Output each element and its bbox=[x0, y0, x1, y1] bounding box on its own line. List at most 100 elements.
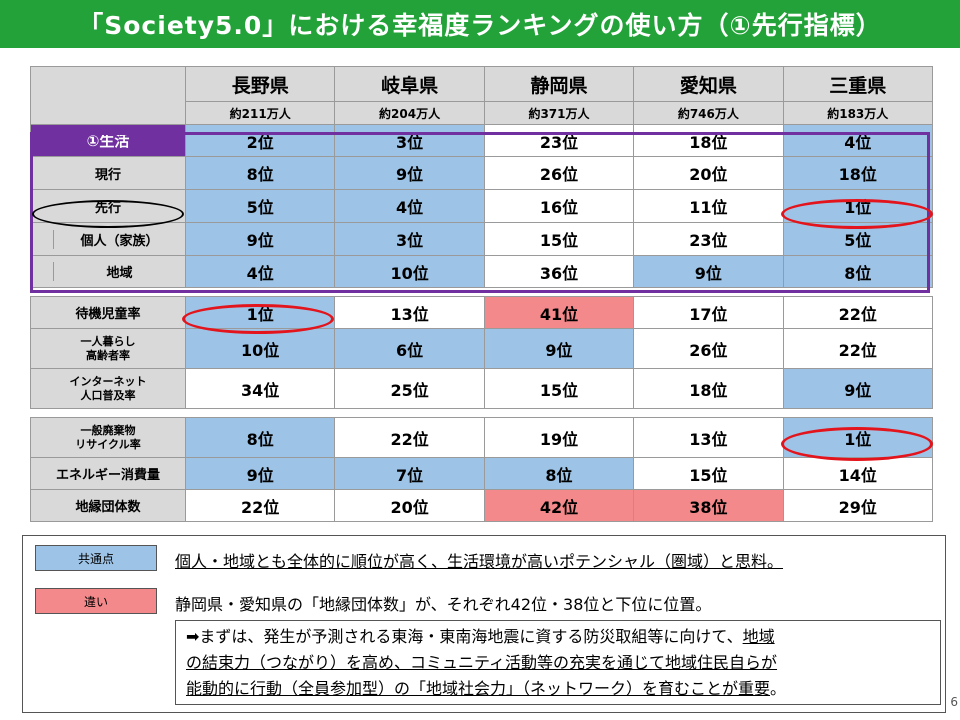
rank-cell: 9位 bbox=[633, 255, 784, 288]
rank-cell: 8位 bbox=[483, 457, 635, 490]
rank-cell: 9位 bbox=[483, 328, 635, 369]
population-cell: 約211万人 bbox=[184, 101, 336, 125]
conclusion-line3: 能動的に行動（全員参加型）の「地域社会力」（ネットワーク）を育むことが重要 bbox=[186, 679, 771, 698]
rank-cell: 13位 bbox=[633, 417, 784, 458]
conclusion-line1: まずは、発生が予測される東海・東南海地震に資する防災取組等に向けて、 bbox=[199, 627, 743, 646]
rank-cell: 4位 bbox=[184, 255, 336, 288]
common-point-tag: 共通点 bbox=[35, 545, 157, 571]
table-row: エネルギー消費量 9位 7位 8位 15位 14位 bbox=[30, 457, 933, 490]
rank-cell: 22位 bbox=[334, 417, 485, 458]
conclusion-box: ➡まずは、発生が予測される東海・東南海地震に資する防災取組等に向けて、地域 の結… bbox=[175, 620, 941, 705]
table-row: インターネット 人口普及率 34位 25位 15位 18位 9位 bbox=[30, 368, 933, 409]
rank-cell: 41位 bbox=[483, 296, 635, 329]
header-row-population: 約211万人 約204万人 約371万人 約746万人 約183万人 bbox=[31, 101, 933, 125]
row-label-line2: 高齢者率 bbox=[86, 348, 130, 362]
rank-cell: 10位 bbox=[184, 328, 336, 369]
population-cell: 約183万人 bbox=[782, 101, 933, 125]
rank-cell: 9位 bbox=[334, 156, 485, 190]
row-label-line2: リサイクル率 bbox=[75, 437, 141, 451]
rank-cell: 8位 bbox=[184, 417, 336, 458]
rank-cell: 23位 bbox=[633, 222, 784, 256]
rank-cell: 42位 bbox=[483, 489, 635, 522]
rank-cell: 19位 bbox=[483, 417, 635, 458]
rank-cell: 10位 bbox=[334, 255, 485, 288]
rank-cell: 16位 bbox=[483, 189, 635, 223]
population-cell: 約204万人 bbox=[334, 101, 485, 125]
rank-cell: 4位 bbox=[782, 124, 933, 157]
common-point-text: 個人・地域とも全体的に順位が高く、生活環境が高いポテンシャル（圏域）と思料。 bbox=[175, 552, 784, 571]
row-label: エネルギー消費量 bbox=[30, 457, 186, 490]
rank-cell: 9位 bbox=[184, 457, 336, 490]
row-label-line2: 人口普及率 bbox=[80, 388, 136, 402]
table-row: 一般廃棄物 リサイクル率 8位 22位 19位 13位 1位 bbox=[30, 417, 933, 458]
conclusion-line2: の結束力（つながり）を高め、コミュニティ活動等の充実を通じて地域住民自らが bbox=[186, 653, 778, 672]
header-row-prefectures: 長野県 岐阜県 静岡県 愛知県 三重県 bbox=[30, 66, 933, 125]
rank-cell: 17位 bbox=[633, 296, 784, 329]
prefecture-header: 長野県 bbox=[184, 66, 336, 102]
row-label-text: 地域 bbox=[106, 266, 133, 281]
population-cell: 約371万人 bbox=[483, 101, 635, 125]
row-label-line1: インターネット bbox=[69, 374, 147, 388]
conclusion-line1-underlined: 地域 bbox=[742, 627, 775, 646]
rank-cell: 5位 bbox=[782, 222, 933, 256]
conclusion-line3-end: 。 bbox=[770, 679, 787, 698]
difference-tag: 違い bbox=[35, 588, 157, 614]
row-label: 現行 bbox=[30, 156, 186, 190]
rank-cell: 9位 bbox=[184, 222, 336, 256]
arrow-icon: ➡ bbox=[186, 627, 200, 646]
legend-box bbox=[22, 535, 946, 713]
row-label-text: 個人（家族） bbox=[80, 233, 159, 249]
table-row: 地縁団体数 22位 20位 42位 38位 29位 bbox=[30, 489, 933, 522]
table-row: 先行 5位 4位 16位 11位 1位 bbox=[30, 189, 933, 223]
rank-cell: 36位 bbox=[483, 255, 635, 288]
corner-cell bbox=[30, 66, 186, 125]
rank-cell: 7位 bbox=[334, 457, 485, 490]
population-cell: 約746万人 bbox=[633, 101, 784, 125]
row-label: 地域 bbox=[30, 255, 186, 288]
prefecture-header: 三重県 bbox=[782, 66, 933, 102]
ranking-table: 長野県 岐阜県 静岡県 愛知県 三重県 約211万人 約204万人 約371万人 約746万人約… bbox=[30, 66, 933, 522]
table-row: 個人（家族） 9位 3位 15位 23位 5位 bbox=[30, 222, 933, 256]
rank-cell: 11位 bbox=[633, 189, 784, 223]
rank-cell: 34位 bbox=[184, 368, 336, 409]
row-label: 一般廃棄物 リサイクル率 bbox=[30, 417, 186, 458]
rank-cell: 13位 bbox=[334, 296, 485, 329]
prefecture-header: 愛知県 bbox=[633, 66, 784, 102]
rank-cell: 22位 bbox=[782, 328, 933, 369]
rank-cell: 22位 bbox=[184, 489, 336, 522]
table-row: 一人暮らし 高齢者率 10位 6位 9位 26位 22位 bbox=[30, 328, 933, 369]
rank-cell: 1位 bbox=[782, 189, 933, 223]
rank-cell: 23位 bbox=[483, 124, 635, 157]
rank-cell: 25位 bbox=[334, 368, 485, 409]
rank-cell: 22位 bbox=[782, 296, 933, 329]
rank-cell: 26位 bbox=[633, 328, 784, 369]
rank-cell: 1位 bbox=[782, 417, 933, 458]
rank-cell: 18位 bbox=[633, 368, 784, 409]
row-label: 地縁団体数 bbox=[30, 489, 186, 522]
row-label: 先行 bbox=[30, 189, 186, 223]
rank-cell: 15位 bbox=[483, 368, 635, 409]
page-number: 6 bbox=[950, 695, 958, 709]
table-row: 現行 8位 9位 26位 20位 18位 bbox=[30, 156, 933, 190]
row-label: 待機児童率 bbox=[30, 296, 186, 329]
rank-cell: 6位 bbox=[334, 328, 485, 369]
rank-cell: 9位 bbox=[782, 368, 933, 409]
row-label: インターネット 人口普及率 bbox=[30, 368, 186, 409]
rank-cell: 8位 bbox=[782, 255, 933, 288]
prefecture-header: 静岡県 bbox=[483, 66, 635, 102]
row-label: 個人（家族） bbox=[30, 222, 186, 256]
row-label-line1: 一人暮らし bbox=[80, 334, 136, 348]
rank-cell: 15位 bbox=[633, 457, 784, 490]
rank-cell: 3位 bbox=[334, 124, 485, 157]
rank-cell: 1位 bbox=[184, 296, 336, 329]
rank-cell: 2位 bbox=[184, 124, 336, 157]
table-row: 地域 4位 10位 36位 9位 8位 bbox=[30, 255, 933, 288]
rank-cell: 18位 bbox=[782, 156, 933, 190]
table-row: ①生活 2位 3位 23位 18位 4位 bbox=[30, 124, 933, 157]
rank-cell: 20位 bbox=[334, 489, 485, 522]
table-row: 待機児童率 1位 13位 41位 17位 22位 bbox=[30, 296, 933, 329]
page-title: 「Society5.0」における幸福度ランキングの使い方（①先行指標） bbox=[0, 0, 960, 48]
rank-cell: 15位 bbox=[483, 222, 635, 256]
prefecture-header: 岐阜県 bbox=[334, 66, 485, 102]
rank-cell: 26位 bbox=[483, 156, 635, 190]
